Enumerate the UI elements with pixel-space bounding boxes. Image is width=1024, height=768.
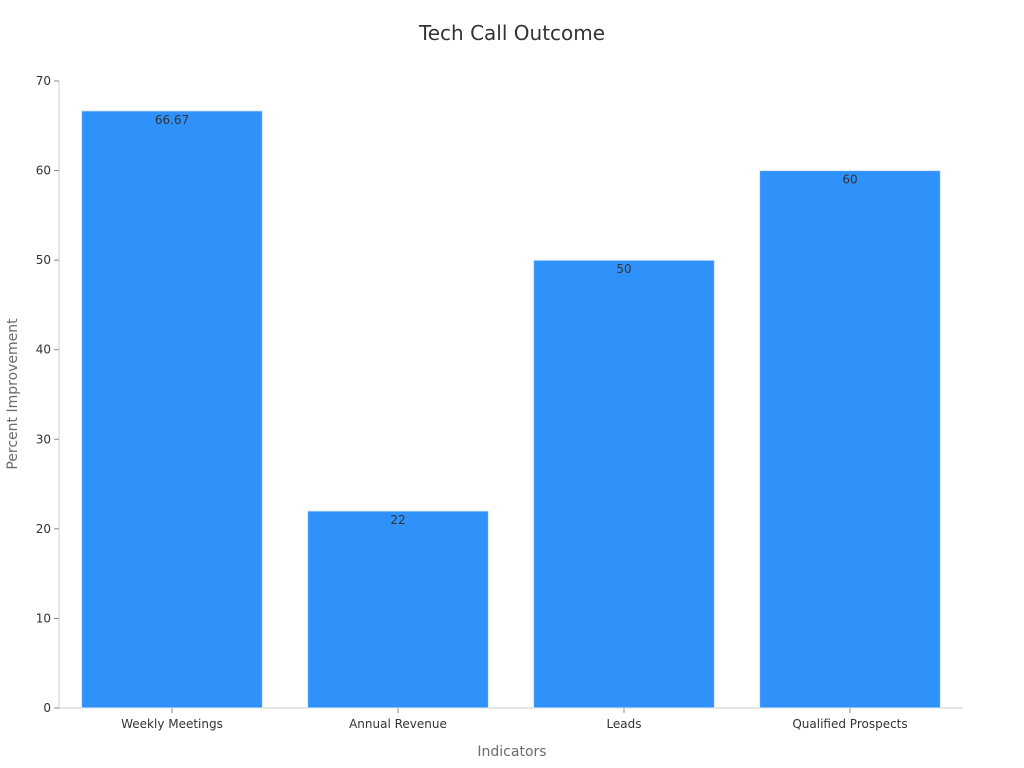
bar-value-label: 22	[390, 513, 405, 527]
bar-value-label: 50	[616, 262, 631, 276]
bar	[759, 170, 941, 709]
y-tick-label: 60	[36, 164, 51, 178]
y-tick-label: 70	[36, 74, 51, 88]
x-tick-label: Annual Revenue	[349, 717, 447, 731]
data-labels-group: 66.67 22 50 60	[155, 113, 858, 527]
y-tick-label: 40	[36, 343, 51, 357]
bar	[307, 510, 489, 709]
x-axis-title: Indicators	[477, 744, 546, 760]
y-axis: 0 10 20 30 40 50 60 70	[36, 74, 60, 715]
bar-value-label: 60	[842, 173, 857, 187]
bar	[81, 110, 263, 709]
y-tick-label: 0	[43, 701, 51, 715]
x-tick-label: Leads	[606, 717, 641, 731]
x-tick-label: Weekly Meetings	[121, 717, 223, 731]
y-tick-label: 30	[36, 432, 51, 446]
bar	[533, 259, 715, 709]
chart-title: Tech Call Outcome	[418, 21, 605, 45]
y-tick-label: 10	[36, 611, 51, 625]
y-tick-label: 50	[36, 253, 51, 267]
x-axis: Weekly Meetings Annual Revenue Leads Qualif…	[59, 707, 963, 731]
x-tick-label: Qualified Prospects	[792, 717, 907, 731]
bars-group	[81, 110, 941, 709]
y-tick-label: 20	[36, 522, 51, 536]
y-axis-title: Percent Improvement	[5, 318, 21, 470]
bar-value-label: 66.67	[155, 113, 189, 127]
